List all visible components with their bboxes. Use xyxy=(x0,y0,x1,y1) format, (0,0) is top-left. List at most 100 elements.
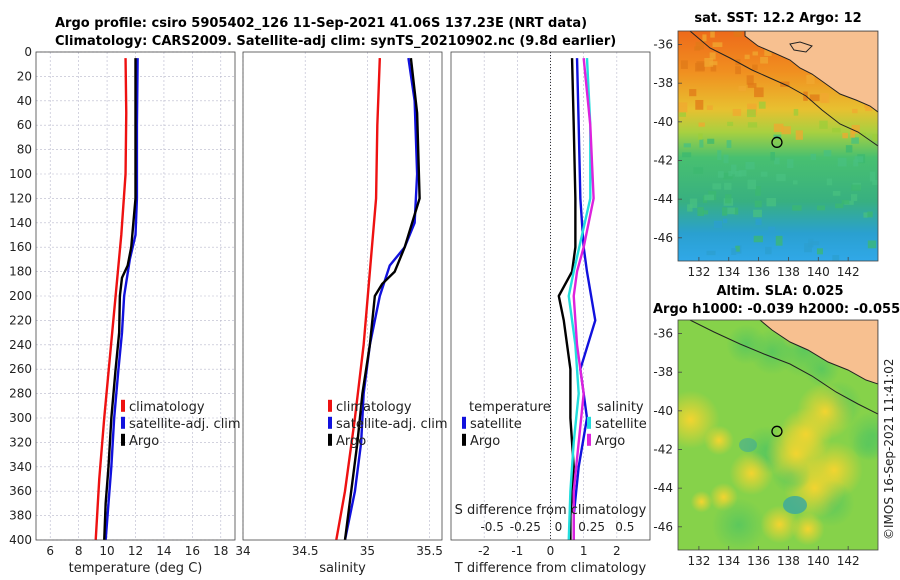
sst-speckle-cell xyxy=(793,108,799,116)
sst-speckle-cell xyxy=(851,124,860,134)
sst-speckle-cell xyxy=(835,203,844,209)
sst-speckle-cell xyxy=(832,190,841,196)
salinity-climatology-line xyxy=(335,58,382,540)
map-lat-tick-label: -40 xyxy=(653,115,673,129)
sst-speckle-cell xyxy=(809,94,820,102)
temperature-x-tick-label: 14 xyxy=(156,544,171,558)
map-lon-tick-label: 142 xyxy=(837,265,860,279)
sst-speckle-cell xyxy=(698,122,705,127)
salinity-x-tick-label: 34 xyxy=(235,544,250,558)
sst-speckle-cell xyxy=(764,48,772,56)
secondary-x-tick-label: -0.5 xyxy=(480,520,503,534)
temperature-satellite-adj-clim-line xyxy=(104,58,139,540)
sst-speckle-cell xyxy=(872,179,878,185)
sst-speckle-cell xyxy=(746,109,756,118)
sst-island xyxy=(789,41,813,53)
sst-speckle-cell xyxy=(738,170,747,177)
sst-speckle-cell xyxy=(816,248,823,255)
sst-speckle-cell xyxy=(702,210,709,215)
sst-speckle-cell xyxy=(706,105,713,110)
sst-speckle-cell xyxy=(770,152,775,161)
temperature-x-tick-label: 8 xyxy=(75,544,83,558)
depth-tick-label: 120 xyxy=(9,191,32,205)
salinity-legend-swatch xyxy=(587,433,591,446)
sla-map-ticks: -36 -38 -40 -42 -44 -46 132 134 136 138 140 142 xyxy=(653,327,859,568)
sst-speckle-cell xyxy=(738,85,746,92)
depth-tick-label: 280 xyxy=(9,387,32,401)
sst-speckle-cell xyxy=(747,179,757,190)
sst-speckle-cell xyxy=(753,235,763,243)
sst-speckle-cell xyxy=(724,182,732,190)
sst-speckle-cell xyxy=(745,162,755,170)
temperature-legend-swatch xyxy=(462,433,466,446)
salinity-panel: 34 34.5 35 35.5 salinity climatology satellite… xyxy=(235,51,448,576)
depth-tick-label: 20 xyxy=(17,69,32,83)
sst-speckle-cell xyxy=(752,64,758,71)
differences-salinity-satellite-line xyxy=(567,58,592,540)
depth-tick-label: 240 xyxy=(9,338,32,352)
map-lon-tick-label: 134 xyxy=(717,554,740,568)
depth-tick-label: 220 xyxy=(9,313,32,327)
sst-speckle-cell xyxy=(826,178,833,186)
salinity-x-axis-label: salinity xyxy=(319,561,366,576)
sst-speckle-cell xyxy=(747,83,757,88)
sst-speckle-cell xyxy=(693,167,704,174)
depth-tick-label: 60 xyxy=(17,118,32,132)
depth-tick-label: 260 xyxy=(9,362,32,376)
map-lat-tick-label: -46 xyxy=(653,231,673,245)
sst-speckle-cell xyxy=(806,74,815,85)
differences-series xyxy=(557,57,597,540)
differences-temperature-argo-line xyxy=(557,58,577,540)
sla-patch xyxy=(704,425,734,456)
salinity-x-tick-label: 35.5 xyxy=(416,544,443,558)
sst-speckle-cell xyxy=(689,89,697,97)
temperature-climatology-line xyxy=(94,58,128,540)
temperature-x-tick-label: 18 xyxy=(213,544,228,558)
depth-tick-label: 140 xyxy=(9,216,32,230)
map-lon-tick-label: 134 xyxy=(717,265,740,279)
sst-speckle-cell xyxy=(717,171,724,178)
sst-speckle-cell xyxy=(680,60,688,69)
sla-map-frame xyxy=(677,319,879,551)
secondary-x-axis-label: S difference from climatology xyxy=(455,503,647,518)
sst-speckle-cell xyxy=(709,52,716,60)
sst-speckle-cell xyxy=(689,198,698,208)
salinity-legend-label: Argo xyxy=(595,434,625,449)
sst-speckle-cell xyxy=(853,159,859,167)
secondary-x-tick-label: 0.25 xyxy=(578,520,605,534)
map-lon-tick-label: 132 xyxy=(687,554,710,568)
sst-speckle-cell xyxy=(820,92,827,103)
sla-map-title-line1: Altim. SLA: 0.025 xyxy=(717,284,844,299)
map-lon-tick-label: 132 xyxy=(687,265,710,279)
sst-speckle-cell xyxy=(850,128,855,138)
differences-frame xyxy=(450,51,651,541)
sst-speckle-cell xyxy=(773,123,784,133)
temperature-x-tick-label: 16 xyxy=(185,544,200,558)
map-lon-tick-label: 138 xyxy=(777,554,800,568)
temperature-x-tick-label: 10 xyxy=(99,544,114,558)
temperature-series xyxy=(94,58,139,540)
temperature-x-tick-label: 12 xyxy=(128,544,143,558)
sst-speckle-cell xyxy=(863,212,868,218)
depth-tick-label: 360 xyxy=(9,484,32,498)
sla-land-mass xyxy=(759,320,878,385)
depth-tick-label: 400 xyxy=(9,533,32,547)
sst-speckle-cell xyxy=(702,34,707,42)
differences-x-tick-label: 2 xyxy=(613,544,621,558)
map-lat-tick-label: -36 xyxy=(653,327,673,341)
sst-speckle-cell xyxy=(744,54,750,60)
sst-speckle-cell xyxy=(747,122,758,128)
secondary-x-tick-label: 0 xyxy=(555,520,563,534)
sst-speckle-cell xyxy=(837,157,847,167)
sst-speckle-cell xyxy=(766,197,777,207)
sst-speckle-cell xyxy=(723,218,728,224)
sst-speckle-cell xyxy=(717,150,722,161)
depth-tick-label: 0 xyxy=(24,45,32,59)
sst-speckle-cell xyxy=(851,184,861,191)
map-lat-tick-label: -44 xyxy=(653,192,673,206)
sst-speckle-cell xyxy=(706,250,716,256)
sst-speckle-cell xyxy=(850,194,858,201)
differences-x-tick-label: -2 xyxy=(478,544,490,558)
sst-speckle-cell xyxy=(695,99,704,110)
sst-map: sat. SST: 12.2 Argo: 12 -36-38-40-42-44-… xyxy=(653,11,879,279)
